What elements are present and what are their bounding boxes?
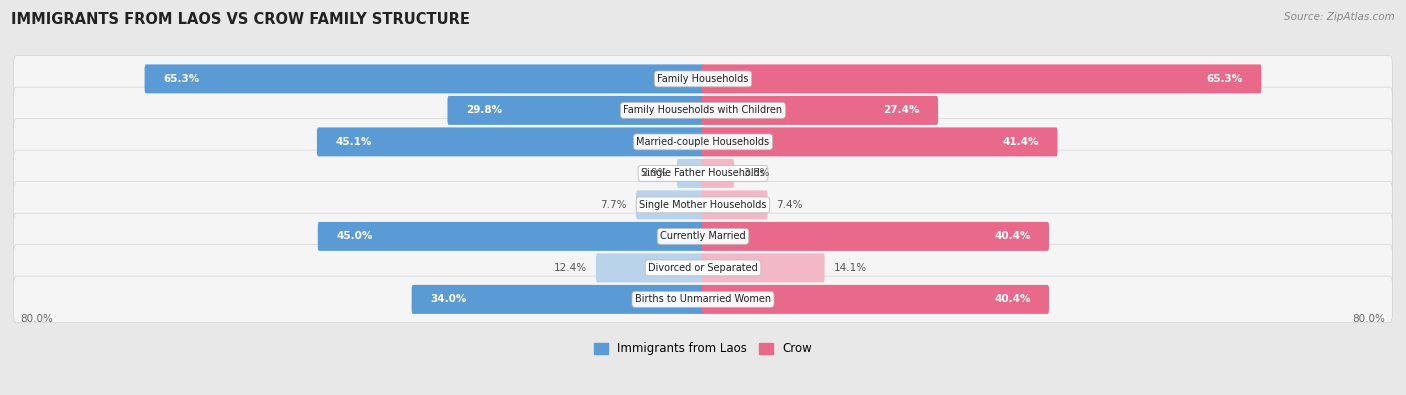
- FancyBboxPatch shape: [702, 64, 1261, 93]
- FancyBboxPatch shape: [412, 285, 704, 314]
- Text: 65.3%: 65.3%: [163, 74, 200, 84]
- Text: 80.0%: 80.0%: [1353, 314, 1385, 324]
- Text: 2.9%: 2.9%: [641, 168, 668, 179]
- Text: Currently Married: Currently Married: [661, 231, 745, 241]
- Text: 45.1%: 45.1%: [335, 137, 371, 147]
- FancyBboxPatch shape: [14, 276, 1392, 323]
- FancyBboxPatch shape: [702, 159, 734, 188]
- FancyBboxPatch shape: [636, 190, 704, 219]
- FancyBboxPatch shape: [14, 87, 1392, 134]
- FancyBboxPatch shape: [702, 128, 1057, 156]
- Text: 14.1%: 14.1%: [834, 263, 866, 273]
- FancyBboxPatch shape: [14, 56, 1392, 102]
- Text: Divorced or Separated: Divorced or Separated: [648, 263, 758, 273]
- Text: 7.7%: 7.7%: [600, 200, 627, 210]
- FancyBboxPatch shape: [702, 96, 938, 125]
- FancyBboxPatch shape: [447, 96, 704, 125]
- Text: 40.4%: 40.4%: [994, 231, 1031, 241]
- FancyBboxPatch shape: [14, 150, 1392, 197]
- Text: Births to Unmarried Women: Births to Unmarried Women: [636, 294, 770, 305]
- Text: 41.4%: 41.4%: [1002, 137, 1039, 147]
- Text: 29.8%: 29.8%: [465, 105, 502, 115]
- FancyBboxPatch shape: [676, 159, 704, 188]
- FancyBboxPatch shape: [702, 190, 768, 219]
- Text: Family Households: Family Households: [658, 74, 748, 84]
- Text: 80.0%: 80.0%: [21, 314, 53, 324]
- Text: 34.0%: 34.0%: [430, 294, 467, 305]
- FancyBboxPatch shape: [14, 213, 1392, 260]
- FancyBboxPatch shape: [702, 254, 824, 282]
- Text: 65.3%: 65.3%: [1206, 74, 1243, 84]
- Text: Married-couple Households: Married-couple Households: [637, 137, 769, 147]
- Text: 12.4%: 12.4%: [554, 263, 586, 273]
- Legend: Immigrants from Laos, Crow: Immigrants from Laos, Crow: [591, 339, 815, 359]
- FancyBboxPatch shape: [14, 245, 1392, 291]
- Text: 40.4%: 40.4%: [994, 294, 1031, 305]
- Text: IMMIGRANTS FROM LAOS VS CROW FAMILY STRUCTURE: IMMIGRANTS FROM LAOS VS CROW FAMILY STRU…: [11, 12, 470, 27]
- Text: 7.4%: 7.4%: [776, 200, 803, 210]
- FancyBboxPatch shape: [316, 128, 704, 156]
- Text: Source: ZipAtlas.com: Source: ZipAtlas.com: [1284, 12, 1395, 22]
- Text: 3.5%: 3.5%: [744, 168, 769, 179]
- FancyBboxPatch shape: [14, 118, 1392, 165]
- Text: Single Father Households: Single Father Households: [641, 168, 765, 179]
- Text: Family Households with Children: Family Households with Children: [623, 105, 783, 115]
- FancyBboxPatch shape: [14, 182, 1392, 228]
- Text: 27.4%: 27.4%: [883, 105, 920, 115]
- FancyBboxPatch shape: [702, 222, 1049, 251]
- FancyBboxPatch shape: [145, 64, 704, 93]
- FancyBboxPatch shape: [702, 285, 1049, 314]
- Text: 45.0%: 45.0%: [336, 231, 373, 241]
- Text: Single Mother Households: Single Mother Households: [640, 200, 766, 210]
- FancyBboxPatch shape: [318, 222, 704, 251]
- FancyBboxPatch shape: [596, 254, 704, 282]
